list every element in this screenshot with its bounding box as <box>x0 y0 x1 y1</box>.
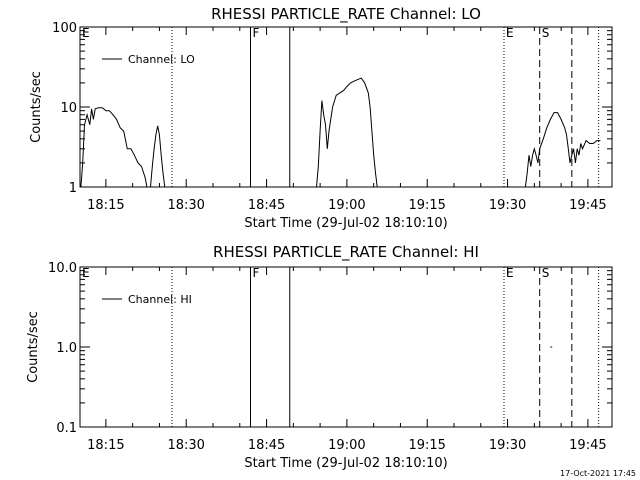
chart-marks: 18:15 18:30 18:45 19:00 19:15 19:30 19:45 1 10 10… <box>52 21 612 213</box>
series-line <box>524 112 601 188</box>
series-line <box>150 125 166 188</box>
y-tick-label: 10.0 <box>48 261 77 276</box>
x-tick-label: 19:30 <box>489 438 526 453</box>
event-marker-label: F <box>252 266 259 280</box>
event-marker-label: E <box>82 266 90 280</box>
event-marker-label: E <box>506 26 514 40</box>
legend-label: Channel: LO <box>128 53 195 66</box>
lo-channel-panel: RHESSI PARTICLE_RATE Channel: LO Counts/… <box>29 5 613 231</box>
hi-channel-panel: RHESSI PARTICLE_RATE Channel: HI Counts/… <box>26 243 613 471</box>
plot-frame <box>79 266 613 428</box>
event-marker-label: E <box>82 26 90 40</box>
x-tick-label: 19:45 <box>569 198 606 213</box>
x-tick-label: 19:45 <box>569 438 606 453</box>
y-tick-label: 100 <box>52 21 77 36</box>
series-line <box>80 107 148 188</box>
x-tick-label: 18:45 <box>248 438 285 453</box>
x-tick-label: 18:30 <box>167 438 204 453</box>
y-tick-label: 10 <box>60 101 77 116</box>
y-tick-label: 1.0 <box>56 341 77 356</box>
x-tick-label: 18:30 <box>167 198 204 213</box>
series-line <box>316 77 378 188</box>
legend: Channel: HI <box>102 293 192 306</box>
event-marker-label: S <box>542 266 550 280</box>
footer-timestamp: 17-Oct-2021 17:45 <box>560 469 636 478</box>
chart-title: RHESSI PARTICLE_RATE Channel: HI <box>213 243 479 262</box>
x-tick-label: 19:30 <box>489 198 526 213</box>
event-marker-label: F <box>252 26 259 40</box>
x-axis-label: Start Time (29-Jul-02 18:10:10) <box>244 216 447 231</box>
legend-label: Channel: HI <box>128 293 192 306</box>
y-axis-label: Counts/sec <box>26 311 41 383</box>
event-marker-label: E <box>506 266 514 280</box>
chart-marks: 18:15 18:30 18:45 19:00 19:15 19:30 19:45 0.1 1.… <box>48 261 612 453</box>
x-tick-label: 18:45 <box>248 198 285 213</box>
legend: Channel: LO <box>102 53 195 66</box>
x-tick-label: 18:15 <box>87 438 124 453</box>
x-tick-label: 19:15 <box>408 438 445 453</box>
y-tick-label: 1 <box>69 181 77 196</box>
x-tick-label: 19:15 <box>408 198 445 213</box>
x-tick-label: 18:15 <box>87 198 124 213</box>
y-axis-label: Counts/sec <box>29 71 44 143</box>
x-axis-label: Start Time (29-Jul-02 18:10:10) <box>244 456 447 471</box>
x-tick-label: 19:00 <box>328 438 365 453</box>
plot-frame <box>79 26 613 188</box>
event-marker-label: S <box>542 26 550 40</box>
chart-title: RHESSI PARTICLE_RATE Channel: LO <box>211 5 481 24</box>
y-tick-label: 0.1 <box>56 421 77 436</box>
x-tick-label: 19:00 <box>328 198 365 213</box>
